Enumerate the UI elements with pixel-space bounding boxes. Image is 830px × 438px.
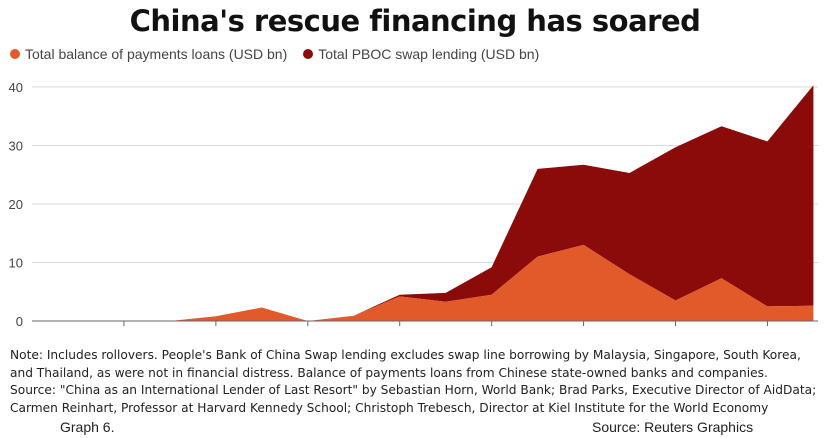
note-line: Note: Includes rollovers. People's Bank …: [10, 348, 801, 362]
legend-swatch-swap-lending: [303, 49, 314, 59]
legend-label-swap-lending: Total PBOC swap lending (USD bn): [318, 46, 540, 62]
y-tick-label: 30: [9, 139, 23, 154]
chart-legend: Total balance of payments loans (USD bn)…: [10, 46, 555, 62]
legend-swatch-bop-loans: [10, 49, 20, 59]
source-line: Source: "China as an International Lende…: [10, 383, 817, 397]
source-line: Carmen Reinhart, Professor at Harvard Ke…: [10, 400, 769, 415]
x-tick-label: 2008: [201, 333, 230, 335]
x-tick-label: 2014: [477, 333, 506, 335]
legend-item-bop-loans: Total balance of payments loans (USD bn): [10, 46, 287, 62]
series-area-swap-lending: [32, 85, 814, 321]
legend-item-swap-lending: Total PBOC swap lending (USD bn): [303, 46, 539, 62]
note-line: and Thailand, as were not in financial d…: [10, 365, 768, 380]
credit-label: Source: Reuters Graphics: [592, 419, 754, 435]
x-tick-label: 2020: [753, 333, 782, 335]
y-tick-label: 40: [9, 80, 23, 95]
chart-area: 0 10 20 30 40 2006 2008 2010 2012 2014 2016 2018 202…: [9, 80, 818, 335]
graph-label: Graph 6.: [60, 419, 115, 435]
x-tick-label: 2010: [293, 333, 322, 335]
y-tick-label: 10: [9, 256, 23, 271]
chart-title: China's rescue financing has soared: [129, 4, 701, 38]
series-area-bop-loans: [32, 244, 814, 321]
legend-label-bop-loans: Total balance of payments loans (USD bn): [25, 46, 288, 62]
x-tick-label: 2012: [385, 333, 414, 335]
y-tick-label: 20: [9, 197, 23, 212]
x-tick-label: 2006: [109, 333, 138, 335]
chart-note: Note: Includes rollovers. People's Bank …: [10, 347, 825, 417]
y-tick-label: 0: [16, 314, 23, 329]
x-tick-label: 2016: [569, 333, 598, 335]
x-tick-label: 2018: [661, 333, 690, 335]
